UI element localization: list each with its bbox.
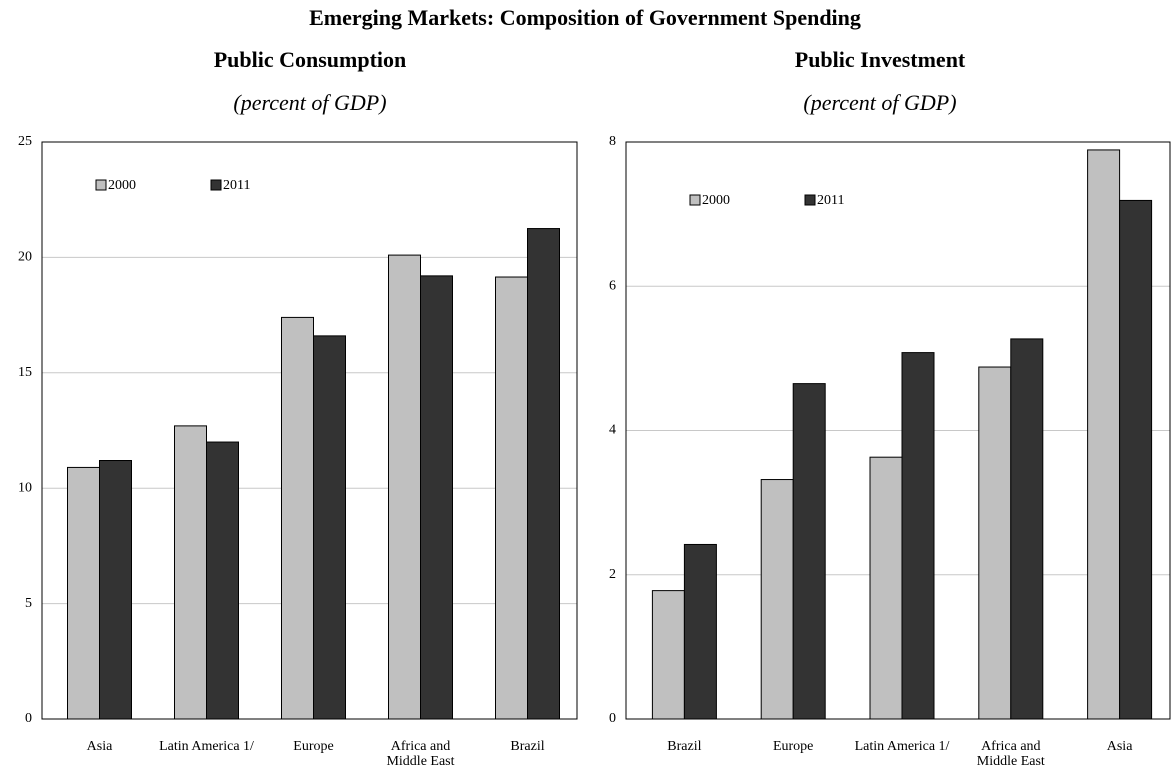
- x-tick-label: Europe: [293, 739, 334, 754]
- bar: [869, 456, 903, 720]
- y-tick-label: 8: [609, 134, 616, 149]
- bar: [760, 479, 794, 720]
- bar: [313, 335, 346, 720]
- x-tick-label: Europe: [772, 739, 814, 754]
- bar: [174, 425, 207, 720]
- y-tick-label: 15: [18, 365, 32, 380]
- y-tick-label: 2: [609, 567, 616, 582]
- y-tick-label: 25: [18, 134, 32, 149]
- bar: [978, 366, 1012, 720]
- x-tick-label: Latin America 1/: [159, 739, 254, 754]
- panel-title: Public Consumption: [214, 47, 407, 72]
- bar: [388, 254, 421, 720]
- panel-subtitle: (percent of GDP): [233, 90, 386, 115]
- x-tick-label: Brazil: [510, 739, 545, 754]
- x-tick-label: Latin America 1/: [854, 739, 950, 754]
- bar: [792, 383, 826, 720]
- x-tick-label: Asia: [1106, 739, 1133, 754]
- bar: [281, 316, 314, 720]
- x-tick-label: Brazil: [667, 739, 702, 754]
- bar: [420, 275, 453, 720]
- bar: [206, 441, 239, 720]
- bar: [1119, 199, 1153, 720]
- bar: [495, 276, 528, 720]
- panel-subtitle: (percent of GDP): [803, 90, 956, 115]
- main-title: Emerging Markets: Composition of Governm…: [309, 5, 861, 30]
- y-tick-label: 6: [609, 278, 616, 293]
- x-tick-label: Africa and Middle East: [976, 739, 1045, 769]
- panel-title: Public Investment: [795, 47, 966, 72]
- legend-label: 2000: [108, 178, 136, 193]
- x-tick-label: Africa and Middle East: [386, 739, 455, 769]
- y-tick-label: 5: [25, 596, 32, 611]
- legend-swatch: [210, 179, 222, 191]
- plot-frame: [625, 141, 1171, 720]
- bar: [67, 466, 100, 720]
- y-tick-label: 10: [18, 480, 32, 495]
- x-tick-label: Asia: [86, 739, 113, 754]
- y-tick-label: 0: [609, 711, 616, 726]
- bar: [651, 590, 685, 720]
- legend-label: 2000: [702, 193, 730, 208]
- bar: [527, 228, 560, 720]
- y-tick-label: 4: [609, 423, 616, 438]
- bar: [1087, 149, 1121, 720]
- legend-swatch: [804, 194, 816, 206]
- bar: [901, 352, 935, 720]
- legend-swatch: [689, 194, 701, 206]
- plot-frame: [41, 141, 578, 720]
- bar: [683, 543, 717, 720]
- bar: [99, 460, 132, 720]
- legend-swatch: [95, 179, 107, 191]
- bar: [1010, 338, 1044, 720]
- legend-label: 2011: [223, 178, 250, 193]
- y-tick-label: 0: [25, 711, 32, 726]
- legend-label: 2011: [817, 193, 844, 208]
- y-tick-label: 20: [18, 250, 32, 265]
